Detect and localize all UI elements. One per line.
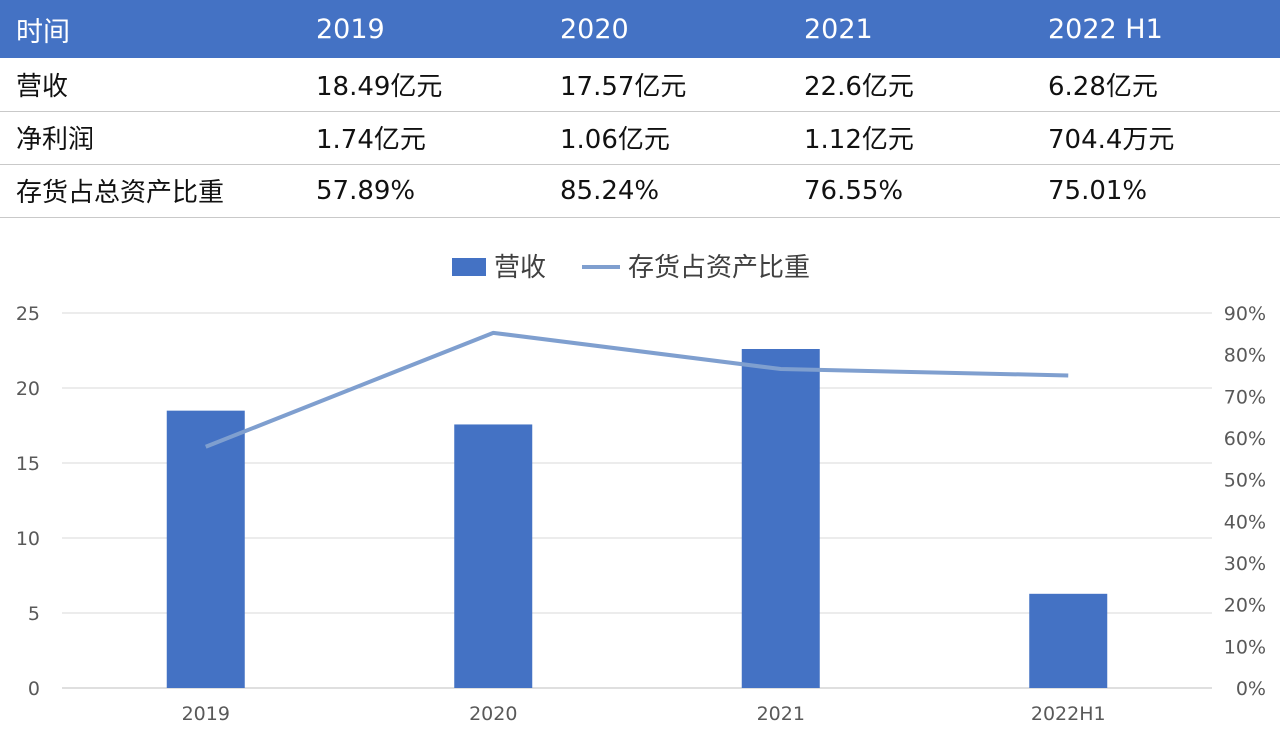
y-left-tick-label: 15 xyxy=(16,453,40,475)
summary-table-container: 时间 2019 2020 2021 2022 H1 营收 18.49亿元 17.… xyxy=(0,0,1280,218)
y-right-tick-label: 20% xyxy=(1224,595,1266,617)
table-row: 营收 18.49亿元 17.57亿元 22.6亿元 6.28亿元 xyxy=(0,58,1280,111)
table-cell: 57.89% xyxy=(302,164,546,217)
row-label-revenue: 营收 xyxy=(0,58,302,111)
combo-chart: 0 5 10 15 20 25 0% 10% 20% 30% 40% 50% 60% 70% 80% 90% 2… xyxy=(0,220,1280,740)
table-row: 净利润 1.74亿元 1.06亿元 1.12亿元 704.4万元 xyxy=(0,111,1280,164)
row-label-net-profit: 净利润 xyxy=(0,111,302,164)
y-left-tick-label: 5 xyxy=(28,603,40,625)
bar-revenue-2021 xyxy=(742,349,820,688)
table-cell: 17.57亿元 xyxy=(546,58,790,111)
y-right-tick-label: 10% xyxy=(1224,636,1266,658)
summary-table: 时间 2019 2020 2021 2022 H1 营收 18.49亿元 17.… xyxy=(0,0,1280,217)
bar-revenue-2019 xyxy=(167,411,245,688)
y-right-tick-label: 70% xyxy=(1224,386,1266,408)
line-inventory-ratio xyxy=(206,333,1069,447)
table-cell: 704.4万元 xyxy=(1034,111,1280,164)
table-header-row: 时间 2019 2020 2021 2022 H1 xyxy=(0,0,1280,58)
table-cell: 1.74亿元 xyxy=(302,111,546,164)
x-tick-label: 2019 xyxy=(182,703,230,725)
table-cell: 22.6亿元 xyxy=(790,58,1034,111)
y-left-tick-label: 0 xyxy=(28,678,40,700)
legend-label-inventory-ratio: 存货占资产比重 xyxy=(628,253,810,283)
y-left-tick-label: 20 xyxy=(16,378,40,400)
table-cell: 1.06亿元 xyxy=(546,111,790,164)
table-row: 存货占总资产比重 57.89% 85.24% 76.55% 75.01% xyxy=(0,164,1280,217)
table-cell: 18.49亿元 xyxy=(302,58,546,111)
y-left-tick-label: 25 xyxy=(16,303,40,325)
y-left-tick-label: 10 xyxy=(16,528,40,550)
table-cell: 75.01% xyxy=(1034,164,1280,217)
bar-revenue-2020 xyxy=(454,424,532,688)
table-cell: 76.55% xyxy=(790,164,1034,217)
x-tick-label: 2020 xyxy=(469,703,517,725)
header-cell-2021: 2021 xyxy=(790,0,1034,58)
x-tick-label: 2021 xyxy=(757,703,805,725)
legend-swatch-revenue xyxy=(452,258,486,276)
header-cell-2022h1: 2022 H1 xyxy=(1034,0,1280,58)
table-cell: 6.28亿元 xyxy=(1034,58,1280,111)
y-right-tick-label: 30% xyxy=(1224,553,1266,575)
header-cell-2020: 2020 xyxy=(546,0,790,58)
y-right-tick-label: 0% xyxy=(1236,678,1266,700)
header-cell-time: 时间 xyxy=(0,0,302,58)
legend-label-revenue: 营收 xyxy=(494,253,546,283)
y-right-tick-label: 60% xyxy=(1224,428,1266,450)
table-cell: 1.12亿元 xyxy=(790,111,1034,164)
y-right-tick-label: 90% xyxy=(1224,303,1266,325)
y-right-tick-label: 80% xyxy=(1224,345,1266,367)
x-tick-label: 2022H1 xyxy=(1031,703,1106,725)
y-right-tick-label: 50% xyxy=(1224,470,1266,492)
table-cell: 85.24% xyxy=(546,164,790,217)
bar-revenue-2022H1 xyxy=(1029,594,1107,688)
header-cell-2019: 2019 xyxy=(302,0,546,58)
chart-container: 0 5 10 15 20 25 0% 10% 20% 30% 40% 50% 60% 70% 80% 90% 2… xyxy=(0,220,1280,740)
row-label-inventory-ratio: 存货占总资产比重 xyxy=(0,164,302,217)
y-right-tick-label: 40% xyxy=(1224,511,1266,533)
